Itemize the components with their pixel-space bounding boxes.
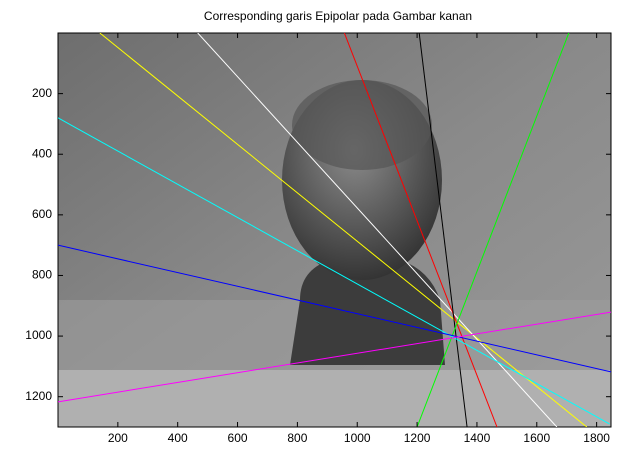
x-tick-label: 1600 [523,431,550,445]
y-tick-label: 1200 [25,389,52,403]
x-tick-label: 1200 [404,431,431,445]
y-tick-label: 200 [32,86,52,100]
x-tick-label: 600 [228,431,248,445]
chart-title: Corresponding garis Epipolar pada Gambar… [204,9,472,23]
x-tick-label: 1800 [583,431,610,445]
x-tick-label: 1400 [464,431,491,445]
x-tick-label: 400 [168,431,188,445]
chart: Corresponding garis Epipolar pada Gambar… [0,0,632,475]
y-tick-label: 400 [32,146,52,160]
y-tick-label: 600 [32,207,52,221]
x-tick-label: 1000 [344,431,371,445]
y-tick-label: 1000 [25,328,52,342]
x-tick-label: 200 [108,431,128,445]
photo [58,33,611,427]
x-tick-label: 800 [287,431,307,445]
y-tick-label: 800 [32,268,52,282]
